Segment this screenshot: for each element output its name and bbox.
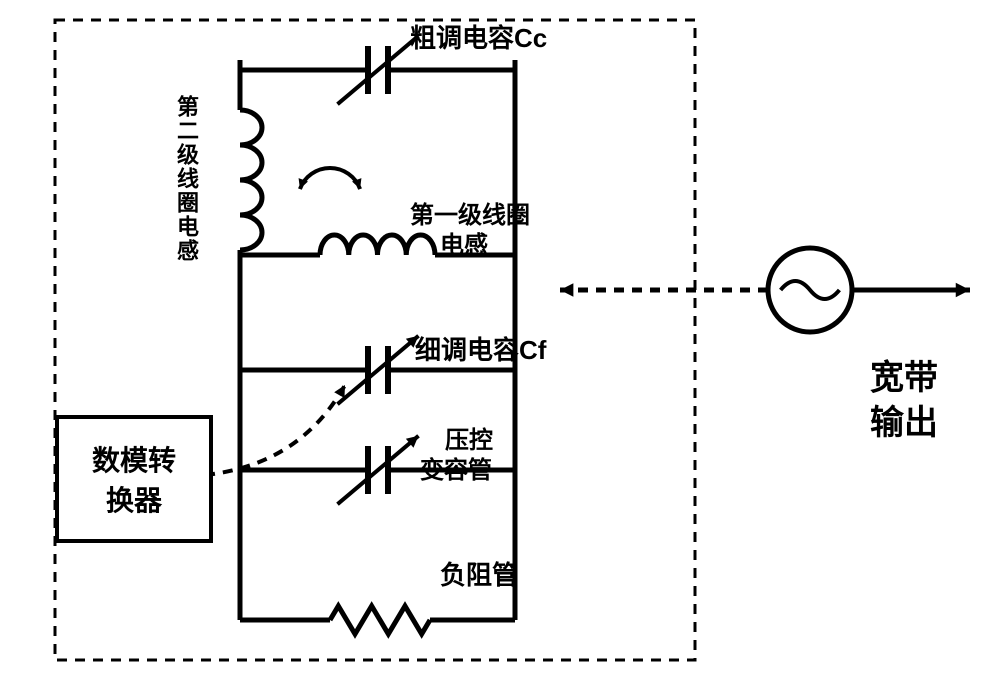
label-neg-resistor: 负阻管 <box>440 555 518 592</box>
label-varactor-line2: 变容管 <box>420 450 492 485</box>
label-coarse-cap: 粗调电容Cc <box>410 18 547 55</box>
label-inductor-L2: 第二级线圈电感 <box>170 95 202 263</box>
label-inductor-L1-line2: 电感 <box>440 225 488 260</box>
label-fine-cap: 细调电容Cf <box>415 330 546 367</box>
label-output-line2: 输出 <box>870 395 938 444</box>
dac-label: 数模转换器 <box>92 439 176 519</box>
label-output-line1: 宽带 <box>870 350 938 399</box>
dac-box: 数模转换器 <box>55 415 213 543</box>
